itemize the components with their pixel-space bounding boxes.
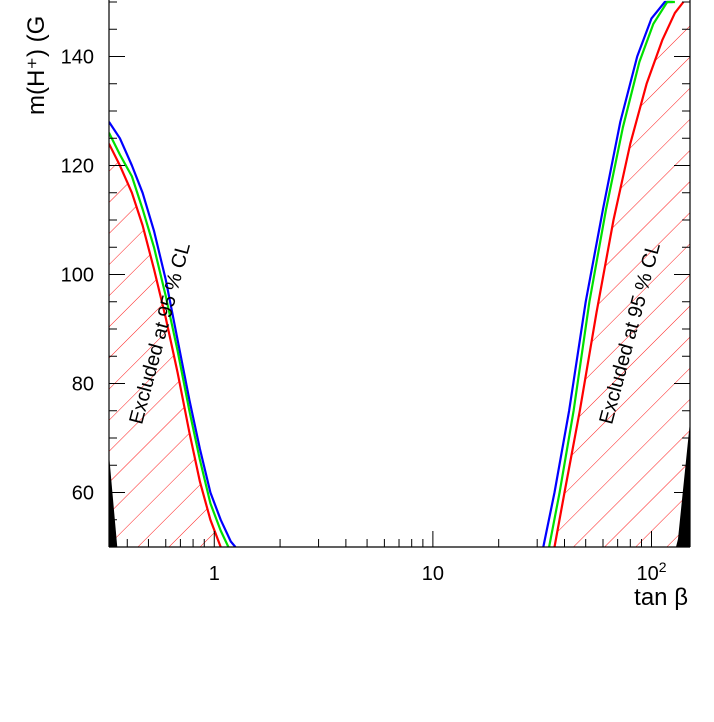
y-tick-label: 60 bbox=[72, 483, 94, 505]
x-axis-title: tan β bbox=[634, 584, 688, 611]
x-tick-label: 10 bbox=[422, 563, 444, 585]
x-tick-label: 1 bbox=[209, 563, 220, 585]
y-tick-label: 140 bbox=[61, 47, 94, 69]
series-2-curve-right bbox=[553, 1, 685, 547]
series-0-curve-left bbox=[109, 121, 237, 547]
hatched-exclusion-regions bbox=[109, 2, 690, 547]
y-tick-label: 120 bbox=[61, 156, 94, 178]
filled-region-right bbox=[676, 421, 690, 547]
y-tick-label: 100 bbox=[61, 265, 94, 287]
x-tick-label: 102 bbox=[636, 559, 666, 585]
series-1-curve-right bbox=[548, 0, 675, 547]
x-tick-label-exponent: 2 bbox=[659, 559, 667, 575]
limit-curves bbox=[109, 0, 685, 547]
series-0-curve-right bbox=[542, 0, 673, 547]
y-axis-title: m(H⁺) (G bbox=[23, 16, 50, 115]
series-1-curve-left bbox=[109, 132, 230, 547]
hatch-region-left bbox=[109, 2, 221, 547]
black-filled-regions bbox=[109, 421, 690, 547]
hatch-region-right bbox=[554, 2, 690, 547]
y-tick-label: 80 bbox=[72, 374, 94, 396]
filled-region-left bbox=[109, 454, 118, 547]
axis-ticks bbox=[109, 1, 690, 548]
series-2-curve-left bbox=[109, 143, 222, 547]
